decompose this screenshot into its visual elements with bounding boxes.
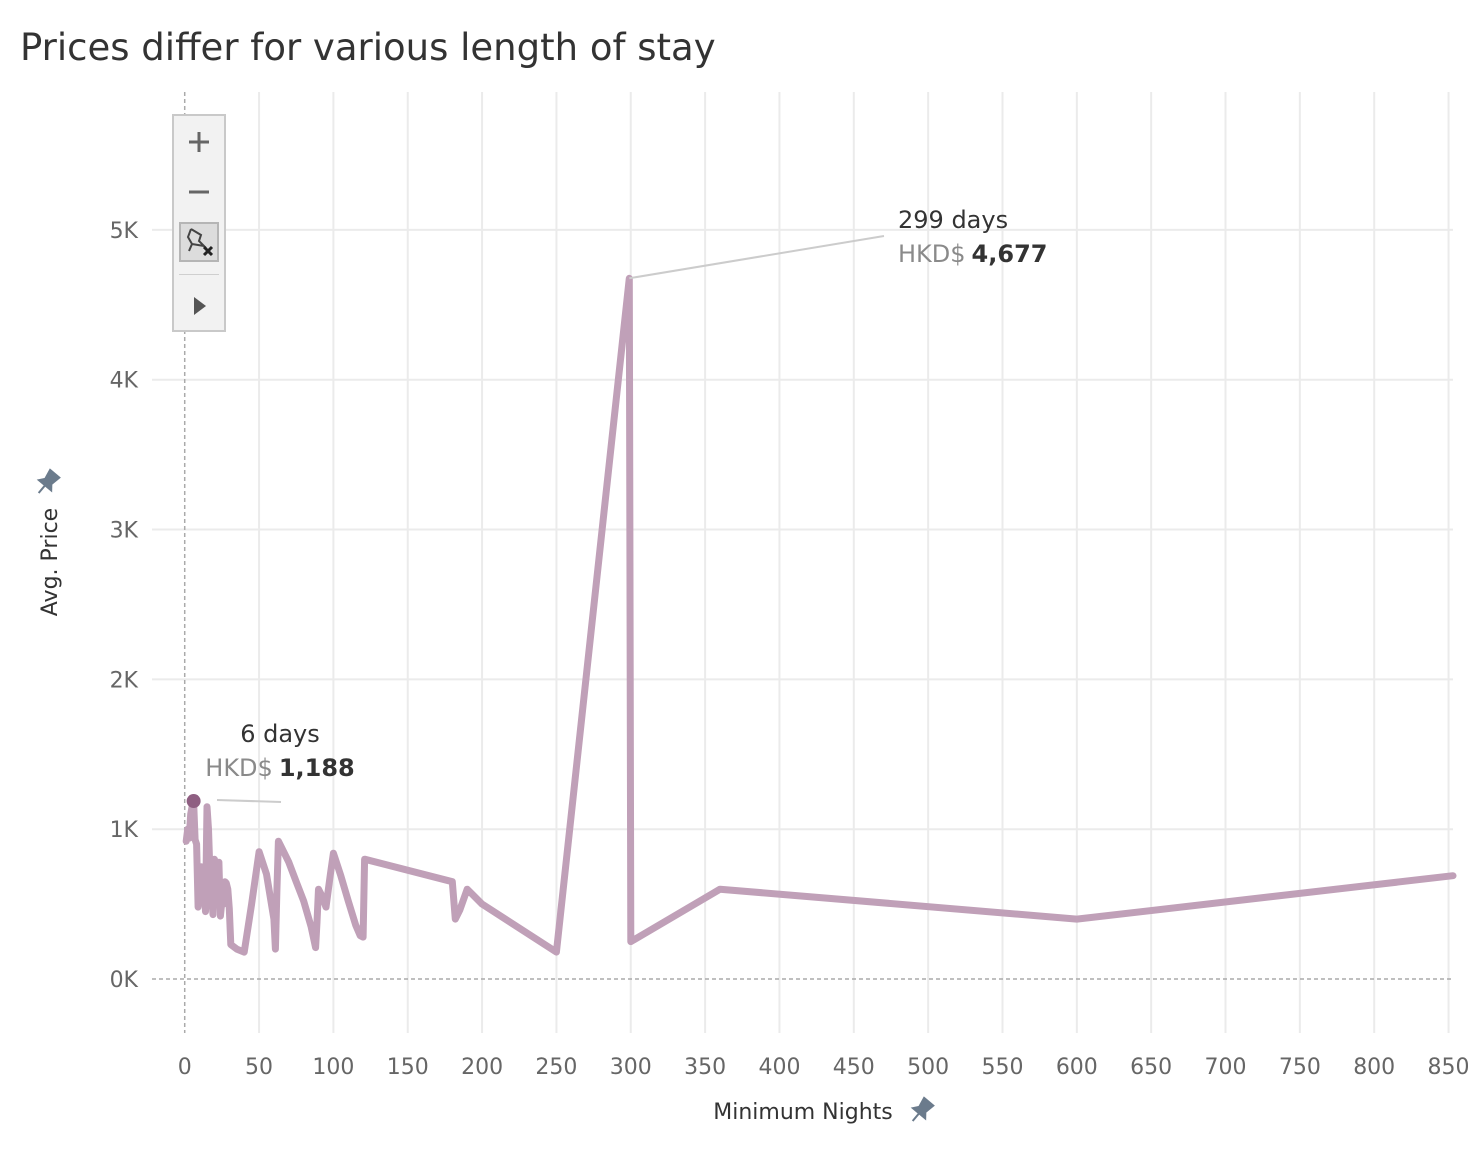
annotation-leader: [216, 799, 282, 803]
x-tick-label: 300: [610, 1055, 652, 1080]
y-tick-label: 1K: [110, 818, 139, 843]
x-tick-label: 400: [758, 1055, 800, 1080]
x-tick-label: 550: [981, 1055, 1023, 1080]
unpin-icon: [186, 228, 214, 257]
chart-title: Prices differ for various length of stay: [20, 26, 716, 69]
y-tick-label: 2K: [110, 668, 139, 693]
play-icon: [194, 297, 206, 315]
annotation-value-line: HKD$ 1,188: [205, 754, 354, 782]
x-tick-label: 0: [178, 1055, 192, 1080]
x-axis-pin-icon[interactable]: [907, 1096, 935, 1126]
y-tick-label: 4K: [110, 369, 139, 394]
x-tick-label: 100: [312, 1055, 354, 1080]
x-axis-title: Minimum Nights: [713, 1100, 893, 1125]
plus-icon: [189, 132, 209, 152]
x-tick-label: 200: [461, 1055, 503, 1080]
x-tick-label: 700: [1205, 1055, 1247, 1080]
x-tick-label: 750: [1279, 1055, 1321, 1080]
x-tick-label: 350: [684, 1055, 726, 1080]
view-toolbar: [172, 114, 226, 332]
x-tick-label: 500: [907, 1055, 949, 1080]
annotation-leader: [629, 235, 885, 280]
zoom-in-button[interactable]: [179, 122, 219, 162]
unpin-button[interactable]: [179, 222, 219, 262]
x-tick-label: 250: [535, 1055, 577, 1080]
annotation-currency: HKD$: [205, 754, 273, 782]
annotation-value: 1,188: [279, 754, 355, 782]
x-tick-label: 600: [1056, 1055, 1098, 1080]
x-tick-label: 150: [387, 1055, 429, 1080]
annotation-title: 299 days: [898, 206, 1008, 234]
y-tick-label: 0K: [110, 968, 139, 993]
highlight-point[interactable]: [186, 794, 201, 809]
x-tick-label: 800: [1353, 1055, 1395, 1080]
annotation-value: 4,677: [972, 240, 1048, 268]
y-tick-label: 3K: [110, 519, 139, 544]
x-tick-label: 850: [1428, 1055, 1468, 1080]
price-line[interactable]: [182, 274, 1457, 956]
zoom-out-button[interactable]: [179, 172, 219, 212]
annotation-value-line: HKD$ 4,677: [898, 240, 1047, 268]
y-tick-label: 5K: [110, 219, 139, 244]
minus-icon: [189, 190, 209, 194]
x-tick-label: 650: [1130, 1055, 1172, 1080]
y-axis-pin-icon[interactable]: [33, 468, 61, 498]
series-line: [182, 274, 1457, 956]
annotation-currency: HKD$: [898, 240, 966, 268]
annotation-title: 6 days: [240, 720, 320, 748]
grid: [152, 92, 1453, 1033]
expand-toolbar-button[interactable]: [179, 286, 219, 326]
y-axis-ticks: 0K 1K 2K 3K 4K 5K: [110, 219, 139, 993]
x-axis-ticks: 0 50 100 150 200 250 300 350 400 450 500 550 600 650 7…: [178, 1055, 1468, 1080]
toolbar-separator: [179, 274, 219, 275]
x-tick-label: 450: [833, 1055, 875, 1080]
x-tick-label: 50: [245, 1055, 273, 1080]
y-axis-title: Avg. Price: [38, 508, 63, 616]
